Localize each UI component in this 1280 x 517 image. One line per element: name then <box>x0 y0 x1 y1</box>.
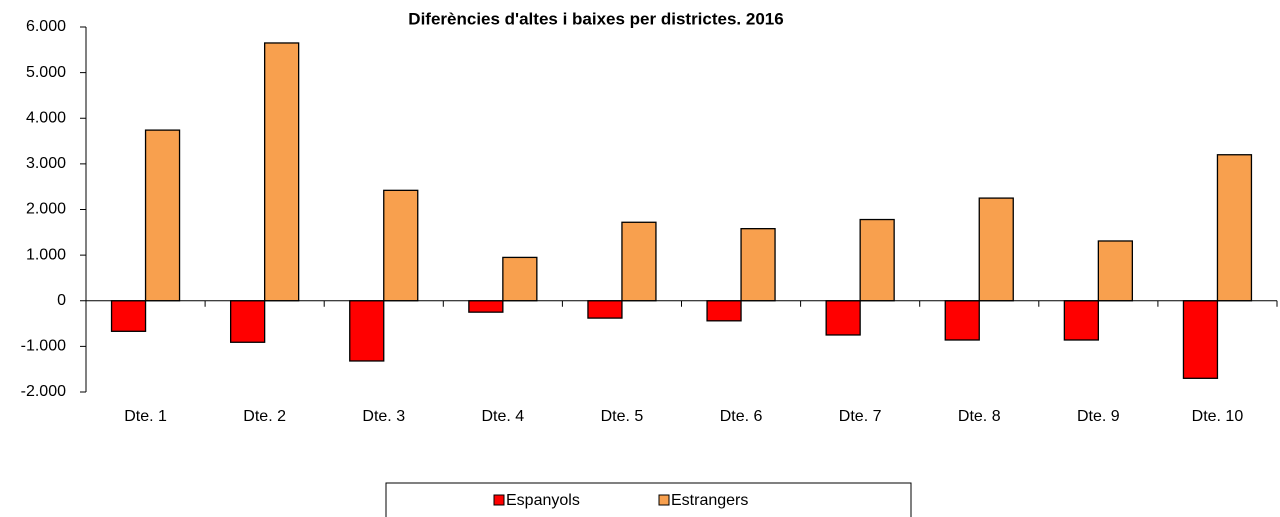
bar <box>944 300 980 341</box>
legend-swatch <box>493 494 505 506</box>
y-tick-label: 0 <box>57 292 66 309</box>
bar <box>502 256 538 302</box>
bar <box>349 300 385 362</box>
bar <box>229 300 266 343</box>
bar <box>144 129 181 302</box>
y-tick-label: 3.000 <box>26 155 66 172</box>
bar <box>1063 300 1099 341</box>
chart-title: Diferències d'altes i baixes per distric… <box>408 9 783 28</box>
bar <box>587 300 623 319</box>
legend-swatch <box>658 494 670 506</box>
y-tick-label: -2.000 <box>21 383 66 400</box>
x-tick-label: Dte. 3 <box>362 408 405 425</box>
x-tick-label: Dte. 7 <box>839 408 882 425</box>
legend-label: Estrangers <box>671 492 748 509</box>
bar <box>468 300 504 313</box>
y-tick-label: 2.000 <box>26 201 66 218</box>
x-tick-label: Dte. 5 <box>601 408 644 425</box>
x-tick-label: Dte. 8 <box>958 408 1001 425</box>
x-tick-label: Dte. 4 <box>482 408 525 425</box>
y-tick-label: 1.000 <box>26 246 66 263</box>
bar <box>1182 300 1219 379</box>
bar <box>706 300 742 322</box>
x-tick-label: Dte. 9 <box>1077 408 1120 425</box>
x-tick-label: Dte. 6 <box>720 408 763 425</box>
bar <box>859 218 895 302</box>
bar <box>978 197 1014 302</box>
bar <box>263 42 300 302</box>
bar <box>110 300 147 332</box>
legend-box <box>385 482 912 517</box>
y-tick-label: 4.000 <box>26 109 66 126</box>
legend-label: Espanyols <box>506 492 580 509</box>
x-tick-label: Dte. 10 <box>1192 408 1244 425</box>
y-tick-label: 6.000 <box>26 18 66 35</box>
x-tick-label: Dte. 2 <box>243 408 286 425</box>
bar <box>621 221 657 302</box>
bar <box>740 228 776 302</box>
x-tick-label: Dte. 1 <box>124 408 167 425</box>
bar <box>1216 154 1253 302</box>
bar <box>1097 240 1133 302</box>
y-tick-label: 5.000 <box>26 64 66 81</box>
y-tick-label: -1.000 <box>21 338 66 355</box>
bar <box>383 189 419 302</box>
bar <box>825 300 861 336</box>
